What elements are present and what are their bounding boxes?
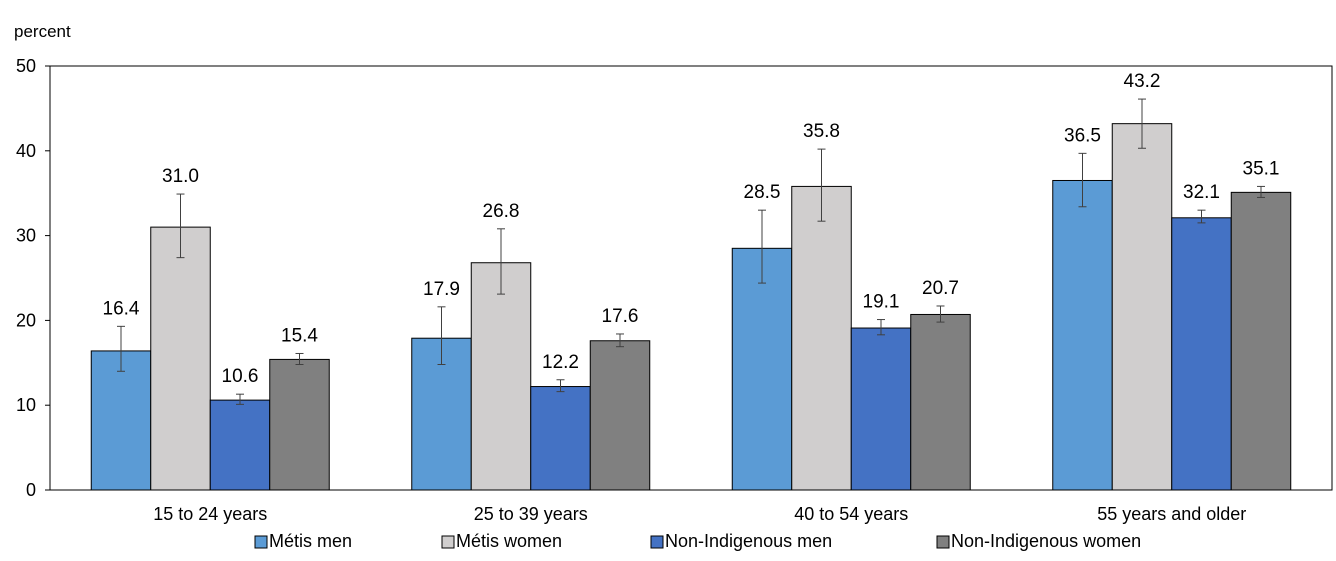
- bar: [1171, 217, 1232, 491]
- y-tick-label: 20: [16, 310, 36, 330]
- y-tick-label: 30: [16, 226, 36, 246]
- bar: [530, 386, 591, 491]
- bar: [850, 327, 912, 491]
- bar: [910, 313, 971, 491]
- legend-label: Non-Indigenous women: [951, 531, 1141, 551]
- bar: [269, 358, 330, 491]
- legend-swatch: [254, 535, 268, 549]
- data-label: 28.5: [744, 182, 781, 203]
- data-label: 35.1: [1243, 158, 1280, 179]
- bar: [1052, 179, 1113, 491]
- bar: [731, 247, 793, 491]
- bar: [90, 350, 152, 491]
- data-label: 26.8: [483, 201, 520, 222]
- data-label: 10.6: [222, 366, 259, 387]
- legend-swatch: [441, 535, 455, 549]
- bar: [589, 340, 651, 491]
- bar: [1111, 123, 1173, 491]
- legend-swatch: [936, 535, 950, 549]
- x-category-label: 25 to 39 years: [474, 504, 588, 524]
- data-label: 43.2: [1124, 71, 1161, 92]
- bar: [470, 262, 532, 491]
- legend-label: Métis women: [456, 531, 562, 551]
- bar: [150, 226, 211, 491]
- x-category-label: 55 years and older: [1097, 504, 1246, 524]
- y-tick-label: 0: [26, 480, 36, 500]
- legend-swatch: [650, 535, 664, 549]
- bar: [1230, 191, 1292, 491]
- data-label: 17.9: [423, 279, 460, 300]
- data-label: 17.6: [602, 306, 639, 327]
- legend-label: Non-Indigenous men: [665, 531, 832, 551]
- legend-label: Métis men: [269, 531, 352, 551]
- x-category-label: 15 to 24 years: [153, 504, 267, 524]
- data-label: 36.5: [1064, 125, 1101, 146]
- bar: [791, 185, 852, 491]
- data-label: 32.1: [1183, 182, 1220, 203]
- data-label: 31.0: [162, 166, 199, 187]
- data-label: 35.8: [803, 121, 840, 142]
- y-tick-label: 10: [16, 395, 36, 415]
- plot-frame: [49, 65, 1333, 491]
- data-label: 15.4: [281, 325, 318, 346]
- data-label: 16.4: [103, 298, 140, 319]
- data-label: 12.2: [542, 352, 579, 373]
- y-axis-label: percent: [14, 22, 71, 41]
- data-label: 20.7: [922, 278, 959, 299]
- data-label: 19.1: [863, 292, 900, 313]
- x-category-label: 40 to 54 years: [794, 504, 908, 524]
- bar: [209, 399, 271, 491]
- y-tick-label: 40: [16, 141, 36, 161]
- y-tick-label: 50: [16, 56, 36, 76]
